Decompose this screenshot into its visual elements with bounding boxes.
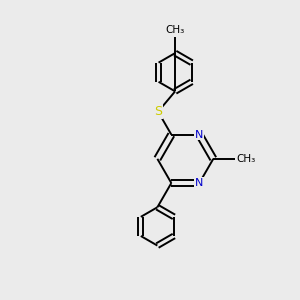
Text: N: N — [195, 178, 203, 188]
Text: CH₃: CH₃ — [166, 26, 185, 35]
Text: CH₃: CH₃ — [237, 154, 256, 164]
Text: S: S — [154, 105, 162, 118]
Text: N: N — [195, 130, 203, 140]
